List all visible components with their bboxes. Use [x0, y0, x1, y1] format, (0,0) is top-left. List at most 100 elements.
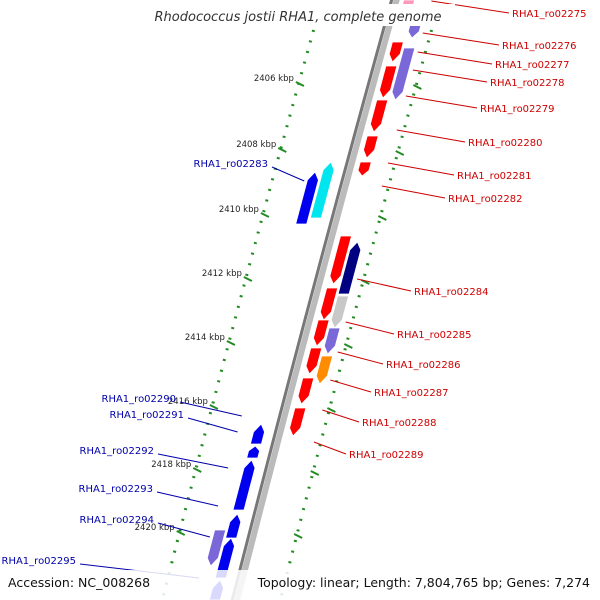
gene-label-RHA1_ro02293[interactable]: RHA1_ro02293 [79, 484, 154, 495]
label-leader-line [187, 417, 238, 433]
kbp-tick-mark [310, 470, 320, 476]
gene-RHA1_ro02283[interactable] [309, 161, 335, 219]
gene-label-RHA1_ro02282[interactable]: RHA1_ro02282 [448, 194, 523, 205]
label-leader-line [157, 522, 211, 538]
genome-backbone [230, 0, 400, 600]
gene-RHA1_ro02293[interactable] [225, 513, 242, 539]
kbp-tick-label: 2420 kbp [135, 523, 175, 533]
label-leader-line [322, 409, 360, 423]
kbp-tick-mark [176, 530, 186, 536]
gene-RHA1_ro02284b[interactable] [337, 241, 362, 295]
gene-label-RHA1_ro02280[interactable]: RHA1_ro02280 [468, 138, 543, 149]
gene-RHA1_ro02286[interactable] [323, 327, 341, 355]
gene-RHA1_ro02280[interactable] [369, 99, 389, 133]
label-leader-line [313, 441, 347, 455]
kbp-tick-mark [343, 343, 353, 349]
gene-label-RHA1_ro02278[interactable]: RHA1_ro02278 [490, 78, 565, 89]
label-leader-line [271, 166, 305, 182]
right-dotted-track [278, 29, 434, 600]
gene-label-RHA1_ro02276[interactable]: RHA1_ro02276 [502, 41, 577, 52]
label-leader-line [156, 491, 219, 507]
kbp-tick-label: 2416 kbp [168, 397, 208, 407]
label-leader-line [396, 129, 466, 143]
kbp-tick-mark [260, 212, 270, 218]
kbp-tick-mark [277, 147, 287, 153]
gene-RHA1_ro02278[interactable] [391, 47, 416, 101]
gene-label-RHA1_ro02292[interactable]: RHA1_ro02292 [80, 446, 155, 457]
dotted-tracks [160, 29, 434, 600]
kbp-tick-label: 2410 kbp [219, 205, 259, 215]
gene-label-RHA1_ro02288[interactable]: RHA1_ro02288 [362, 418, 437, 429]
gene-label-RHA1_ro02283[interactable]: RHA1_ro02283 [194, 159, 269, 170]
label-leader-line [431, 0, 510, 14]
gene-label-RHA1_ro02291[interactable]: RHA1_ro02291 [110, 410, 185, 421]
gene-label-RHA1_ro02279[interactable]: RHA1_ro02279 [480, 104, 555, 115]
title-backdrop [145, 4, 455, 26]
label-leader-line [417, 51, 493, 65]
gene-RHA1_ro02292[interactable] [232, 459, 256, 511]
gene-features [206, 0, 423, 600]
gene-RHA1_ro02291[interactable] [246, 445, 261, 459]
gene-RHA1_ro02286b[interactable] [312, 319, 330, 347]
kbp-tick-mark [377, 215, 387, 221]
gene-RHA1_ro02285[interactable] [319, 287, 339, 321]
gene-label-RHA1_ro02294[interactable]: RHA1_ro02294 [80, 515, 155, 526]
label-leader-line [356, 278, 412, 292]
gene-label-RHA1_ro02287[interactable]: RHA1_ro02287 [374, 388, 449, 399]
backbone-line [230, 0, 394, 600]
kbp-tick-mark [226, 340, 236, 346]
gene-label-RHA1_ro02285[interactable]: RHA1_ro02285 [397, 330, 472, 341]
label-leader-line [381, 185, 446, 199]
gene-RHA1_ro02283b[interactable] [295, 171, 319, 225]
gene-RHA1_ro02281[interactable] [363, 135, 379, 159]
gene-label-RHA1_ro02275[interactable]: RHA1_ro02275 [512, 9, 587, 20]
gene-label-RHA1_ro02281[interactable]: RHA1_ro02281 [457, 171, 532, 182]
accession-text: Accession: NC_008268 [8, 575, 150, 590]
gene-label-RHA1_ro02284[interactable]: RHA1_ro02284 [414, 287, 489, 298]
kbp-tick-label: 2412 kbp [202, 269, 242, 279]
gene-RHA1_ro02294[interactable] [206, 529, 227, 567]
gene-RHA1_ro02290[interactable] [249, 423, 265, 445]
label-leaders [79, 0, 510, 579]
kbp-tick-mark [395, 150, 405, 156]
kbp-tick-mark [326, 407, 336, 413]
kbp-tick-mark [293, 533, 303, 539]
kbp-tick-label: 2414 kbp [185, 333, 225, 343]
gene-RHA1_ro02287b[interactable] [315, 355, 334, 385]
gene-label-RHA1_ro02290[interactable]: RHA1_ro02290 [102, 394, 177, 405]
gene-RHA1_ro02277[interactable] [388, 41, 404, 63]
label-leader-line [345, 321, 395, 335]
gene-RHA1_ro02279[interactable] [379, 65, 398, 99]
kbp-tick-mark [192, 467, 202, 473]
gene-RHA1_ro02288[interactable] [297, 377, 315, 405]
topology-text: Topology: linear; Length: 7,804,765 bp; … [257, 575, 590, 590]
gene-labels: RHA1_ro02275 RHA1_ro02276 RHA1_ro02277 RHA1… [2, 9, 587, 567]
gene-label-RHA1_ro02277[interactable]: RHA1_ro02277 [495, 60, 570, 71]
kbp-tick-mark [295, 81, 305, 87]
gene-RHA1_ro02285b[interactable] [330, 295, 350, 329]
gene-label-RHA1_ro02289[interactable]: RHA1_ro02289 [349, 450, 424, 461]
gene-label-RHA1_ro02295[interactable]: RHA1_ro02295 [2, 556, 77, 567]
label-leader-line [405, 95, 478, 109]
label-leader-line [179, 401, 242, 417]
kbp-tick-label: 2418 kbp [151, 460, 191, 470]
backbone-shadow [234, 0, 400, 600]
map-title: Rhodococcus jostii RHA1, complete genome [155, 10, 442, 25]
gene-label-RHA1_ro02286[interactable]: RHA1_ro02286 [386, 360, 461, 371]
gene-RHA1_ro02287[interactable] [305, 347, 323, 375]
label-leader-line [157, 453, 229, 469]
kbp-ticks: 2406 kbp 2408 kbp 2410 kbp 2412 kbp 2414 kbp… [135, 74, 422, 539]
footer-backdrop [0, 570, 600, 600]
kbp-tick-label: 2408 kbp [236, 140, 276, 150]
label-leader-line [387, 162, 455, 176]
kbp-tick-mark [209, 404, 219, 410]
label-leader-line [422, 32, 500, 46]
kbp-tick-mark [412, 84, 422, 90]
gene-RHA1_ro02284[interactable] [329, 235, 353, 285]
label-leader-line [412, 69, 488, 83]
gene-RHA1_ro02282[interactable] [357, 161, 372, 177]
label-leader-line [330, 379, 372, 393]
gene-RHA1_ro02289[interactable] [289, 407, 307, 437]
kbp-tick-mark [243, 276, 253, 282]
